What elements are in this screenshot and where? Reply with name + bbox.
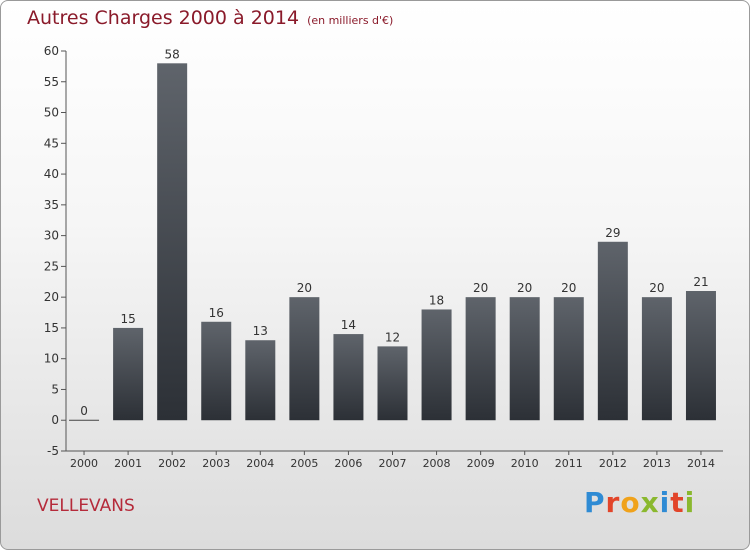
y-tick-label: 35 [44, 198, 59, 212]
data-label: 12 [385, 330, 400, 344]
data-label: 20 [297, 281, 312, 295]
bar [553, 297, 584, 421]
logo-letter: i [684, 486, 696, 519]
logo-letter: o [620, 486, 641, 519]
bar [157, 63, 188, 421]
data-label: 20 [561, 281, 576, 295]
chart-subtitle: (en milliers d'€) [307, 14, 394, 27]
bar [509, 297, 540, 421]
x-tick-label: 2009 [467, 457, 495, 470]
x-tick-label: 2012 [599, 457, 627, 470]
x-tick-label: 2013 [643, 457, 671, 470]
data-label: 13 [253, 324, 268, 338]
logo-letter: t [670, 486, 685, 519]
bar [333, 334, 364, 421]
y-tick-label: 55 [44, 75, 59, 89]
bar [685, 291, 716, 421]
y-tick-label: 15 [44, 321, 59, 335]
data-label: 20 [517, 281, 532, 295]
data-label: 29 [605, 226, 620, 240]
x-tick-label: 2014 [687, 457, 715, 470]
x-tick-label: 2008 [423, 457, 451, 470]
y-tick-label: 25 [44, 259, 59, 273]
data-label: 20 [473, 281, 488, 295]
bar [289, 297, 320, 421]
bar [465, 297, 496, 421]
logo-letter: r [605, 486, 621, 519]
bar [421, 309, 452, 421]
bar [377, 346, 408, 421]
y-tick-label: 5 [51, 382, 59, 396]
bar [597, 241, 628, 421]
x-tick-label: 2004 [246, 457, 274, 470]
data-label: 16 [209, 306, 224, 320]
chart-title-text: Autres Charges 2000 à 2014 [27, 7, 300, 29]
data-label: 15 [120, 312, 135, 326]
x-tick-label: 2001 [114, 457, 142, 470]
bar [201, 321, 232, 421]
data-label: 14 [341, 318, 356, 332]
proxiti-logo: Proxiti [584, 486, 695, 519]
x-tick-label: 2005 [290, 457, 318, 470]
data-label: 0 [80, 404, 88, 418]
bar [245, 340, 276, 421]
y-tick-label: -5 [47, 444, 59, 458]
x-tick-label: 2006 [334, 457, 362, 470]
data-label: 58 [165, 47, 180, 61]
x-tick-label: 2007 [379, 457, 407, 470]
chart-title: Autres Charges 2000 à 2014 (en milliers d… [27, 7, 393, 29]
y-tick-label: 60 [44, 44, 59, 58]
y-tick-label: 45 [44, 136, 59, 150]
x-tick-label: 2011 [555, 457, 583, 470]
bar [641, 297, 672, 421]
x-tick-label: 2003 [202, 457, 230, 470]
data-label: 18 [429, 293, 444, 307]
logo-letter: P [584, 486, 606, 519]
y-tick-label: 30 [44, 229, 59, 243]
y-tick-label: 0 [51, 413, 59, 427]
y-tick-label: 40 [44, 167, 59, 181]
logo-letter: i [659, 486, 671, 519]
data-label: 20 [649, 281, 664, 295]
y-tick-label: 50 [44, 106, 59, 120]
x-tick-label: 2002 [158, 457, 186, 470]
logo-letter: x [640, 486, 660, 519]
bar [113, 327, 144, 421]
y-tick-label: 20 [44, 290, 59, 304]
y-tick-label: 10 [44, 352, 59, 366]
x-tick-label: 2010 [511, 457, 539, 470]
data-label: 21 [693, 275, 708, 289]
commune-name: VELLEVANS [37, 496, 135, 516]
x-tick-label: 2000 [70, 457, 98, 470]
